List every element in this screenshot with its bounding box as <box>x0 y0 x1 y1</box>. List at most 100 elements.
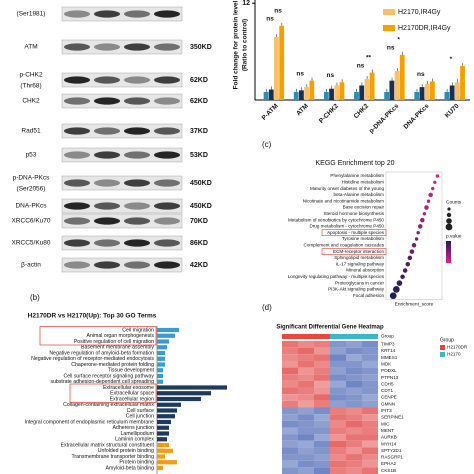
blot-band <box>154 43 180 51</box>
heat-cell <box>362 434 378 441</box>
blot-band <box>154 151 180 159</box>
heat-cell <box>282 447 298 455</box>
blot-band <box>94 261 120 269</box>
heat-cell <box>298 427 314 435</box>
blot-label: DNA-PKcs <box>15 203 47 210</box>
chart-title: KEGG Enrichment top 20 <box>316 160 395 167</box>
category-label: Cell junction <box>126 414 154 420</box>
bar <box>157 454 165 459</box>
blot-size: 350KD <box>190 44 212 51</box>
point <box>409 249 415 254</box>
significance: ns <box>296 70 304 77</box>
color-legend-bar <box>446 241 451 263</box>
heat-cell <box>330 427 346 435</box>
bar <box>157 465 163 471</box>
blot-band <box>94 76 120 84</box>
heat-cell <box>362 400 378 408</box>
gene-label: TIMP3 <box>381 342 395 347</box>
heat-cell <box>346 447 362 455</box>
x-tick-label: P-ATM <box>261 103 280 122</box>
heat-cell <box>346 467 362 474</box>
blot-band <box>154 179 180 187</box>
blot-strip <box>61 257 183 273</box>
blot-band <box>124 179 150 187</box>
legend-swatch <box>383 9 395 15</box>
point <box>407 255 413 261</box>
gene-label: MDK <box>381 361 392 366</box>
bar <box>157 379 163 384</box>
heat-cell <box>282 400 298 408</box>
bar <box>429 81 435 100</box>
blot-band <box>94 179 120 187</box>
gene-label: MYH14 <box>381 441 397 446</box>
heat-cell <box>330 400 346 408</box>
bar <box>157 373 163 379</box>
bar <box>157 350 165 356</box>
group-cell <box>362 334 378 339</box>
blot-band <box>64 261 90 269</box>
bar <box>157 362 165 367</box>
blot-size: 70KD <box>190 218 208 225</box>
bar <box>157 385 227 390</box>
category-label: Basement membrane assembly <box>81 345 154 351</box>
heat-cell <box>314 387 330 395</box>
bar <box>293 91 299 100</box>
significance: ns <box>417 71 425 78</box>
category-label: ECM-receptor interaction <box>333 249 385 254</box>
blot-band <box>154 217 180 225</box>
heat-cell <box>362 394 378 401</box>
group-cell <box>330 334 346 339</box>
blot-band <box>94 151 120 159</box>
group-cell <box>314 334 330 339</box>
blot-strip <box>61 72 183 88</box>
blot-band <box>154 202 180 210</box>
bar <box>157 356 165 361</box>
blot-label: XRCC5/Ku80 <box>11 240 50 247</box>
category-label: Protein binding <box>119 460 154 466</box>
heat-cell <box>298 454 314 461</box>
bar <box>460 66 465 100</box>
bar <box>157 425 169 430</box>
gene-label: SERPINE1 <box>381 415 404 420</box>
category-label: Nicotinate and nicotinamide metabolism <box>303 198 384 203</box>
heat-cell <box>330 341 346 348</box>
bar <box>414 91 420 100</box>
blot-label: XRCC6/Ku70 <box>11 218 50 225</box>
legend-label: H2170DR,IR4Gy <box>398 25 451 32</box>
bar <box>157 431 169 436</box>
x-tick-label: ATM <box>295 103 310 118</box>
bar <box>359 85 365 100</box>
gene-label: RASGRP1 <box>381 455 403 460</box>
blot-band <box>94 239 120 247</box>
heat-cell <box>282 420 298 428</box>
heat-cell <box>346 407 362 415</box>
category-label: Complement and coagulation cascades <box>304 243 385 248</box>
category-label: Base excision repair <box>343 205 385 210</box>
category-label: Negative regulation of receptor-mediated… <box>31 356 154 362</box>
bar <box>454 82 460 100</box>
point <box>420 217 425 223</box>
heat-cell <box>346 460 362 468</box>
category-label: Steroid hormone biosynthesis <box>323 211 384 216</box>
significance: ns <box>266 16 274 23</box>
bar <box>394 70 400 100</box>
category-label: Amyloid-beta binding <box>106 465 155 471</box>
legend-label: H2170 <box>447 352 461 357</box>
heat-cell <box>314 434 330 441</box>
bar <box>329 88 334 100</box>
blot-band <box>94 202 120 210</box>
category-label: Adherens junction <box>112 425 154 431</box>
blot-band <box>94 97 120 105</box>
blot-size: 42KD <box>190 262 208 269</box>
category-label: Focal adhesion <box>353 293 385 298</box>
blot-band <box>124 151 150 159</box>
blot-size: 62KD <box>190 98 208 105</box>
heat-cell <box>346 374 362 381</box>
bar <box>419 87 425 100</box>
category-label: Unfolded protein binding <box>98 448 154 454</box>
blot-band <box>124 239 150 247</box>
blot-band <box>124 76 150 84</box>
heat-cell <box>330 394 346 401</box>
heat-cell <box>330 434 346 441</box>
point <box>402 268 408 273</box>
